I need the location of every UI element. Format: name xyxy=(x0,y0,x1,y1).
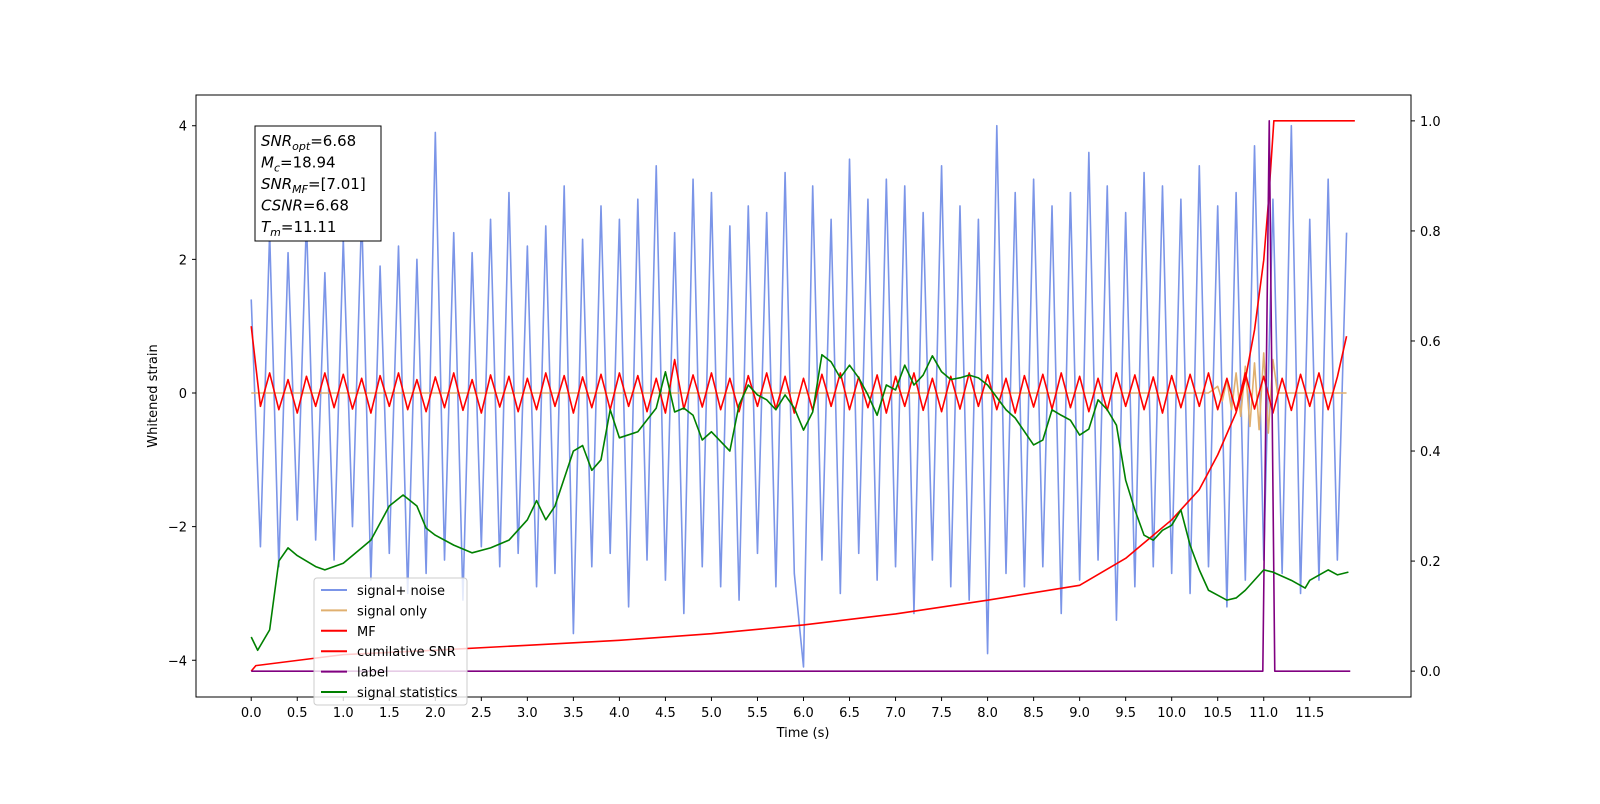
series-line xyxy=(250,124,1348,668)
annotation-symbol: SNR xyxy=(261,132,292,150)
annotation-symbol: M xyxy=(261,154,274,172)
legend-frame xyxy=(313,577,468,706)
annotation-text: CSNR=6.68 xyxy=(261,197,349,215)
legend-label: cumilative SNR xyxy=(357,645,456,660)
x-tick-label: 7.5 xyxy=(931,706,952,721)
x-tick-label: 4.5 xyxy=(655,706,676,721)
annotation-text: =18.94 xyxy=(280,154,336,172)
annotation-text: =6.68 xyxy=(303,197,349,215)
legend-label: MF xyxy=(357,625,376,640)
series-line xyxy=(250,120,1355,672)
x-tick-label: 3.0 xyxy=(517,706,538,721)
legend-label: signal statistics xyxy=(357,686,458,701)
annotation-text: Mc=18.94 xyxy=(261,154,336,175)
y-tick-label: 0 xyxy=(179,387,187,402)
annotation-symbol: CSNR xyxy=(261,197,303,215)
annotation-text: =[7.01] xyxy=(308,175,366,193)
y2-tick-label: 0.4 xyxy=(1420,445,1441,460)
annotation-sub: c xyxy=(274,162,280,175)
annotation-symbol: T xyxy=(261,218,272,236)
annotation-sub: MF xyxy=(292,183,308,196)
annotation-text: =6.68 xyxy=(310,132,356,150)
y-tick-label: −4 xyxy=(168,654,187,669)
y-tick-label: 4 xyxy=(179,120,187,135)
x-tick-label: 6.5 xyxy=(839,706,860,721)
y-axis-label: Whitened strain xyxy=(146,344,161,447)
x-tick-label: 0.5 xyxy=(287,706,308,721)
x-tick-label: 5.5 xyxy=(747,706,768,721)
x-tick-label: 3.5 xyxy=(563,706,584,721)
annotation-frame xyxy=(254,125,382,242)
plot-area xyxy=(250,120,1355,672)
x-tick-label: 11.5 xyxy=(1295,706,1324,721)
legend-label: signal only xyxy=(357,604,427,619)
legend: signal+ noise signal only MF cumilative SNR… xyxy=(313,577,468,706)
x-tick-label: 2.5 xyxy=(471,706,492,721)
annotation-sub: m xyxy=(270,226,281,239)
ticks: 0.0 0.5 1.0 1.5 2.0 2.5 3.0 3.5 4.0 4.5 5.0 5.5 6.0 6… xyxy=(168,115,1441,721)
x-tick-label: 1.5 xyxy=(379,706,400,721)
x-tick-label: 4.0 xyxy=(609,706,630,721)
y-tick-label: −2 xyxy=(168,521,187,536)
annotation-symbol: SNR xyxy=(261,175,292,193)
series-line xyxy=(251,120,1351,672)
y2-tick-label: 0.8 xyxy=(1420,225,1441,240)
x-tick-label: 0.0 xyxy=(241,706,262,721)
x-tick-label: 10.0 xyxy=(1157,706,1186,721)
annotation-sub: opt xyxy=(292,140,311,153)
y2-tick-label: 0.2 xyxy=(1420,555,1441,570)
x-tick-label: 11.0 xyxy=(1249,706,1278,721)
x-tick-label: 9.5 xyxy=(1115,706,1136,721)
x-tick-label: 6.0 xyxy=(793,706,814,721)
y-tick-label: 2 xyxy=(179,253,187,268)
y2-tick-label: 0.6 xyxy=(1420,335,1441,350)
x-tick-label: 1.0 xyxy=(333,706,354,721)
annotation-text: =11.11 xyxy=(281,218,337,236)
y2-tick-label: 1.0 xyxy=(1420,115,1441,130)
x-axis-label: Time (s) xyxy=(776,726,830,741)
series-line xyxy=(250,326,1348,414)
series-line xyxy=(251,352,1347,434)
y2-tick-label: 0.0 xyxy=(1420,665,1441,680)
annotation-text: Tm=11.11 xyxy=(261,218,336,239)
annotation-text: SNRopt=6.68 xyxy=(261,132,356,153)
x-tick-label: 9.0 xyxy=(1069,706,1090,721)
x-tick-label: 5.0 xyxy=(701,706,722,721)
x-tick-label: 7.0 xyxy=(885,706,906,721)
x-tick-label: 2.0 xyxy=(425,706,446,721)
x-tick-label: 10.5 xyxy=(1203,706,1232,721)
legend-label: label xyxy=(357,666,388,681)
series-line xyxy=(250,353,1349,652)
annotation-box: SNRopt=6.68Mc=18.94SNRMF=[7.01]CSNR=6.68… xyxy=(254,125,382,242)
x-tick-label: 8.5 xyxy=(1023,706,1044,721)
x-tick-label: 8.0 xyxy=(977,706,998,721)
annotation-text: SNRMF=[7.01] xyxy=(261,175,366,196)
legend-label: signal+ noise xyxy=(357,584,445,599)
